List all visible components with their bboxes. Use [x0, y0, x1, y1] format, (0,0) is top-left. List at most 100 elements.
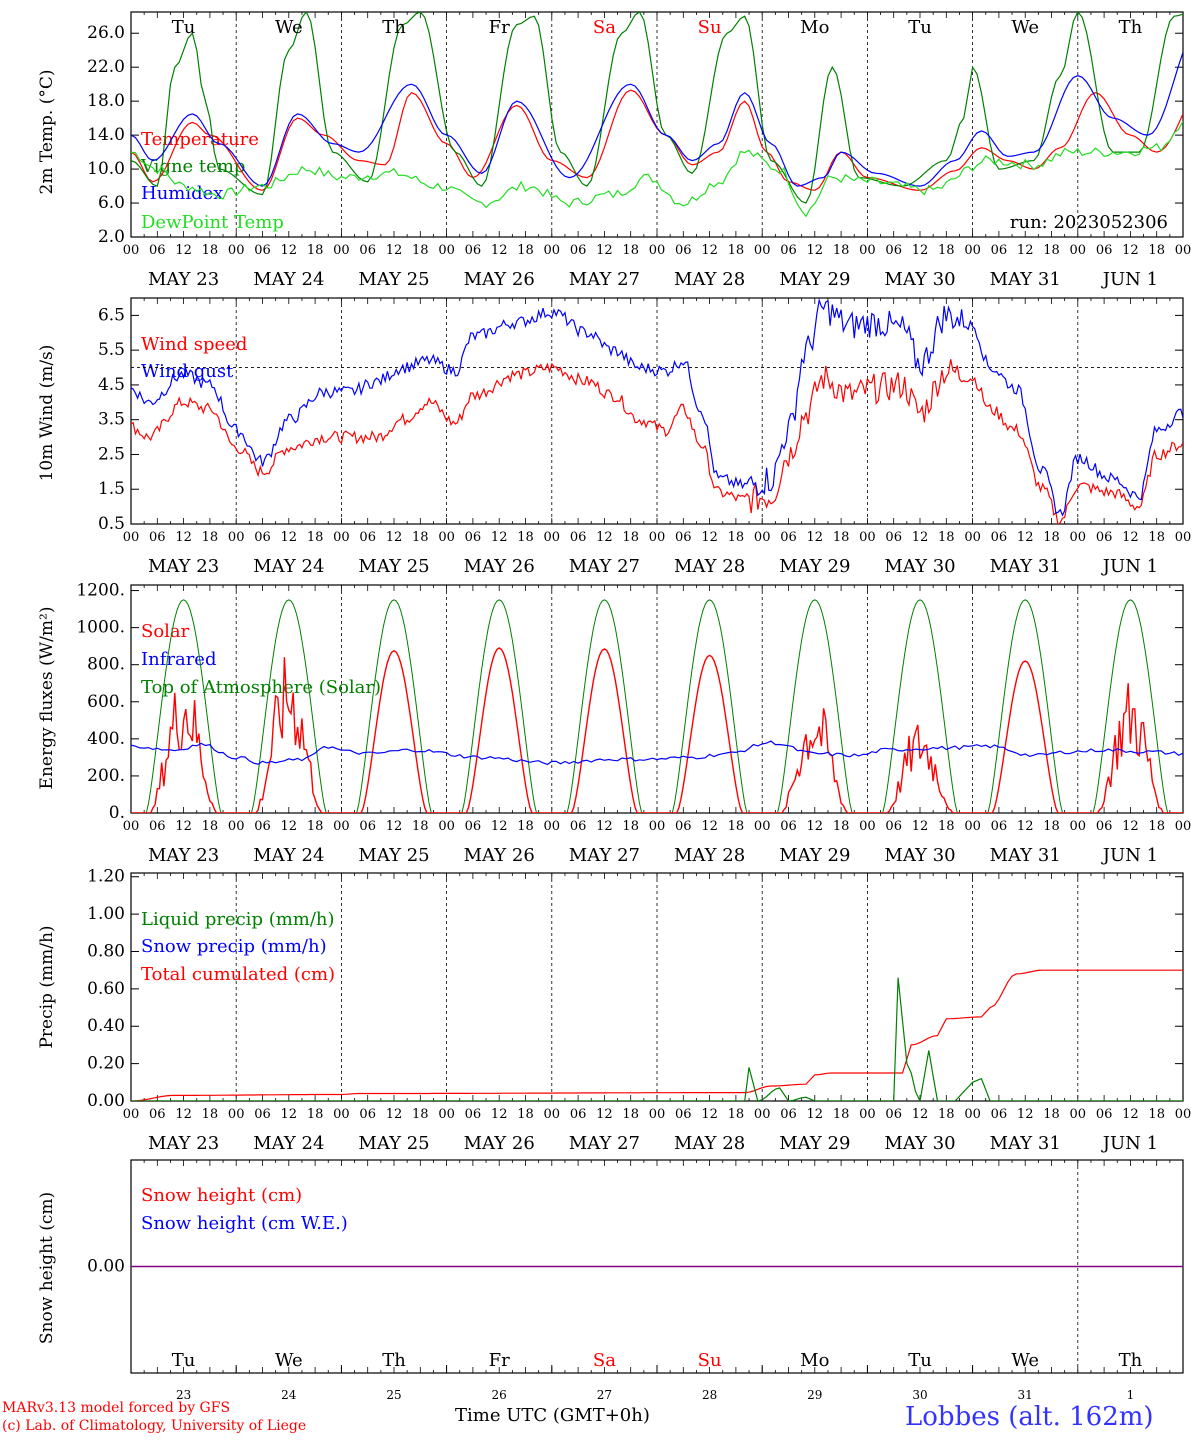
hour-label: 00: [544, 819, 561, 834]
hour-label: 12: [807, 243, 824, 258]
hour-label: 12: [386, 819, 403, 834]
hour-label: 12: [701, 819, 718, 834]
hour-label: 00: [859, 819, 876, 834]
hour-label: 18: [517, 243, 534, 258]
day-number-label: 30: [912, 1388, 927, 1402]
date-label: MAY 29: [779, 1133, 850, 1154]
hour-label: 00: [649, 819, 666, 834]
hour-label: 06: [991, 1107, 1008, 1122]
hour-label: 12: [1017, 530, 1034, 545]
hour-label: 18: [938, 243, 955, 258]
hour-label: 18: [517, 819, 534, 834]
hour-label: 12: [175, 819, 192, 834]
hour-label: 06: [254, 243, 271, 258]
date-label: JUN 1: [1101, 1133, 1158, 1154]
date-label: MAY 30: [884, 1133, 955, 1154]
hour-label: 06: [991, 819, 1008, 834]
hour-label: 00: [438, 1107, 455, 1122]
weekday-label: Fr: [489, 17, 510, 38]
y-tick-label: 14.0: [87, 125, 125, 145]
date-label: MAY 31: [990, 269, 1061, 290]
legend-entry: Wind speed: [141, 334, 247, 355]
hour-label: 06: [149, 819, 166, 834]
y-tick-label: 0.5: [98, 514, 125, 534]
date-label: MAY 27: [569, 845, 640, 866]
series-liquid-precip-mm-h-: [131, 977, 1183, 1101]
weekday-label: Sa: [593, 1350, 616, 1371]
date-label: MAY 28: [674, 845, 745, 866]
hour-label: 00: [1070, 243, 1087, 258]
hour-label: 18: [833, 530, 850, 545]
date-label: MAY 31: [990, 1133, 1061, 1154]
legend-entry: Snow precip (mm/h): [141, 936, 327, 957]
date-label: MAY 24: [253, 845, 324, 866]
y-tick-label: 200.: [87, 766, 125, 786]
day-number-label: 28: [702, 1388, 717, 1402]
y-tick-label: 6.5: [98, 305, 125, 325]
hour-label: 00: [1070, 530, 1087, 545]
hour-label: 00: [123, 819, 140, 834]
hour-label: 18: [728, 819, 745, 834]
date-label: MAY 25: [358, 556, 429, 577]
hour-label: 12: [491, 530, 508, 545]
hour-label: 06: [780, 243, 797, 258]
y-tick-label: 1.5: [98, 479, 125, 499]
hour-label: 12: [701, 1107, 718, 1122]
hour-label: 12: [1122, 819, 1139, 834]
hour-label: 00: [859, 243, 876, 258]
hour-label: 18: [1148, 530, 1165, 545]
date-label: MAY 29: [779, 269, 850, 290]
weekday-label: Tu: [908, 1350, 932, 1371]
hour-label: 18: [202, 819, 219, 834]
hour-label: 12: [1122, 530, 1139, 545]
hour-label: 18: [412, 1107, 429, 1122]
day-number-label: 23: [176, 1388, 191, 1402]
weekday-label: Mo: [800, 1350, 829, 1371]
hour-label: 00: [1175, 530, 1192, 545]
legend-entry: Top of Atmosphere (Solar): [141, 677, 381, 698]
date-label: MAY 26: [464, 269, 535, 290]
hour-label: 12: [386, 1107, 403, 1122]
date-label: MAY 27: [569, 269, 640, 290]
hour-label: 00: [1175, 1107, 1192, 1122]
weekday-label: Mo: [800, 17, 829, 38]
hour-label: 12: [596, 243, 613, 258]
hour-label: 12: [807, 1107, 824, 1122]
weekday-label: Th: [1119, 1350, 1143, 1371]
hour-label: 06: [570, 243, 587, 258]
series-humidex: [131, 52, 1183, 187]
legend-entry: Snow height (cm W.E.): [141, 1213, 348, 1234]
hour-label: 06: [359, 530, 376, 545]
date-label: MAY 28: [674, 556, 745, 577]
hour-label: 12: [596, 1107, 613, 1122]
hour-label: 00: [228, 243, 245, 258]
y-tick-label: 10.0: [87, 159, 125, 179]
hour-label: 12: [1017, 243, 1034, 258]
weekday-label: Fr: [489, 1350, 510, 1371]
y-tick-label: 2.5: [98, 444, 125, 464]
hour-label: 18: [728, 243, 745, 258]
hour-label: 12: [701, 243, 718, 258]
weekday-label: We: [275, 1350, 303, 1371]
hour-label: 12: [386, 243, 403, 258]
weekday-label: We: [1011, 17, 1039, 38]
hour-label: 12: [491, 243, 508, 258]
station-name: Lobbes (alt. 162m): [905, 1402, 1154, 1432]
y-tick-label: 0.20: [87, 1054, 125, 1074]
hour-label: 06: [465, 530, 482, 545]
hour-label: 12: [701, 530, 718, 545]
hour-label: 18: [307, 530, 324, 545]
weekday-label: We: [1011, 1350, 1039, 1371]
hour-label: 12: [596, 819, 613, 834]
day-number-label: 29: [807, 1388, 822, 1402]
hour-label: 00: [438, 530, 455, 545]
hour-label: 18: [938, 819, 955, 834]
hour-label: 12: [807, 530, 824, 545]
hour-label: 00: [649, 1107, 666, 1122]
date-label: MAY 26: [464, 845, 535, 866]
legend-entry: Temperature: [141, 129, 259, 150]
y-tick-label: 1.00: [87, 904, 125, 924]
hour-label: 06: [149, 1107, 166, 1122]
hour-label: 06: [254, 1107, 271, 1122]
date-label: MAY 24: [253, 1133, 324, 1154]
